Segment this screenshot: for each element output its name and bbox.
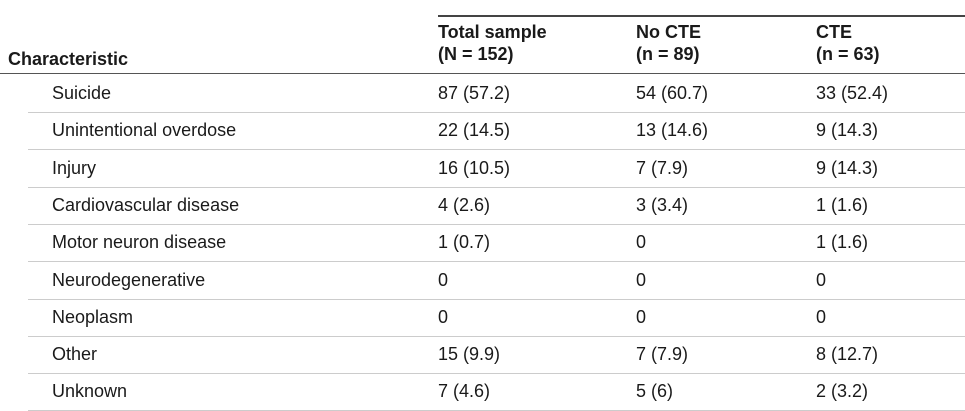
- table-row: Neurodegenerative 0 0 0: [28, 262, 965, 300]
- cell: 7 (7.9): [636, 344, 689, 365]
- table-row: Injury 16 (10.5) 7 (7.9) 9 (14.3): [28, 150, 965, 188]
- cell: 1 (0.7): [438, 232, 491, 253]
- cell: 87 (57.2): [438, 83, 511, 103]
- header-line: CTE: [816, 22, 852, 42]
- cell: 5 (6): [636, 381, 674, 402]
- column-header: Total sample (N = 152): [438, 21, 547, 65]
- header-line: (n = 63): [816, 44, 880, 64]
- cell: 0: [438, 306, 449, 327]
- cell: 1 (1.6): [816, 232, 869, 253]
- cell: 15 (9.9): [438, 344, 501, 365]
- cell: 4 (2.6): [438, 194, 491, 215]
- cell: 0: [438, 269, 449, 290]
- cell: 3 (3.4): [636, 194, 689, 215]
- row-label: Unintentional overdose: [52, 120, 237, 141]
- table-row: Suicide 87 (57.2) 54 (60.7) 33 (52.4): [28, 75, 965, 113]
- rule: [438, 15, 965, 17]
- cell: 22 (14.5): [438, 120, 511, 141]
- header-line: No CTE: [636, 22, 701, 42]
- table-row: Unknown 7 (4.6) 5 (6) 2 (3.2): [28, 373, 965, 411]
- table-row: Unintentional overdose 22 (14.5) 13 (14.6)…: [28, 112, 965, 151]
- cell: 54 (60.7): [636, 83, 709, 103]
- cell: 13 (14.6): [636, 120, 709, 141]
- cell: 0: [816, 269, 827, 290]
- row-label: Neurodegenerative: [52, 269, 206, 290]
- cell: 9 (14.3): [816, 120, 879, 141]
- row-label: Neoplasm: [52, 306, 134, 327]
- cell: 33 (52.4): [816, 83, 889, 103]
- cell: 1 (1.6): [816, 194, 869, 215]
- row-label: Cardiovascular disease: [52, 194, 240, 215]
- row-label: Motor neuron disease: [52, 232, 227, 253]
- column-header: CTE (n = 63): [816, 21, 880, 65]
- row-label: Suicide: [52, 83, 112, 103]
- header-line: (n = 89): [636, 44, 700, 64]
- column-header: Characteristic: [8, 49, 129, 69]
- header-line: (N = 152): [438, 44, 514, 64]
- rule: [0, 73, 965, 74]
- cell: 16 (10.5): [438, 157, 511, 178]
- cell: 7 (4.6): [438, 381, 491, 402]
- cell: 0: [636, 232, 647, 253]
- column-header: No CTE (n = 89): [636, 21, 701, 65]
- header-line: Total sample: [438, 22, 547, 42]
- cell: 7 (7.9): [636, 157, 689, 178]
- cell: 0: [636, 269, 647, 290]
- table-row: Other 15 (9.9) 7 (7.9) 8 (12.7): [28, 336, 965, 375]
- row-label: Injury: [52, 157, 97, 178]
- table-row: Motor neuron disease 1 (0.7) 0 1 (1.6): [28, 224, 965, 263]
- row-label: Other: [52, 344, 98, 365]
- cell: 8 (12.7): [816, 344, 879, 365]
- table-row: Neoplasm 0 0 0: [28, 299, 965, 337]
- cell: 2 (3.2): [816, 381, 869, 402]
- table-row: Cardiovascular disease 4 (2.6) 3 (3.4) 1 (1…: [28, 187, 965, 225]
- cell: 0: [636, 306, 647, 327]
- row-label: Unknown: [52, 381, 128, 402]
- cell: 9 (14.3): [816, 157, 879, 178]
- cell: 0: [816, 306, 827, 327]
